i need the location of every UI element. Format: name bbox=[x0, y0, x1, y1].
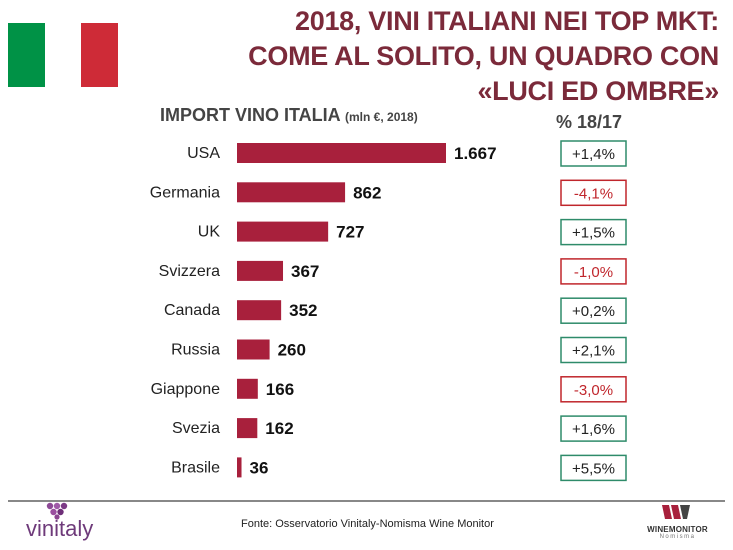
change-badge bbox=[560, 297, 627, 324]
bar bbox=[237, 143, 446, 163]
change-badge bbox=[560, 376, 627, 403]
value-label: 260 bbox=[278, 341, 306, 360]
chart-subtitle: (mln €, 2018) bbox=[345, 110, 418, 124]
bar bbox=[237, 300, 282, 321]
category-label: Canada bbox=[164, 302, 220, 319]
value-label: 367 bbox=[291, 262, 319, 281]
value-label: 36 bbox=[250, 458, 269, 477]
winemonitor-subtext: Nomisma bbox=[659, 534, 696, 540]
flag-white-stripe bbox=[44, 23, 82, 87]
title-line-3: «LUCI ED OMBRE» bbox=[477, 76, 719, 106]
flag-red-stripe bbox=[81, 23, 119, 87]
category-label: Brasile bbox=[171, 459, 220, 476]
value-label: 727 bbox=[336, 223, 364, 242]
change-badge bbox=[560, 218, 627, 246]
category-label: Germania bbox=[150, 184, 220, 201]
value-label: 162 bbox=[265, 419, 293, 438]
change-badge bbox=[560, 336, 627, 364]
value-label: 352 bbox=[289, 301, 317, 320]
category-label: Svizzera bbox=[159, 263, 220, 280]
value-label: 862 bbox=[353, 183, 381, 202]
value-label: 166 bbox=[266, 380, 294, 399]
change-badge bbox=[560, 179, 627, 207]
bar bbox=[237, 457, 242, 478]
change-value: +1,6% bbox=[572, 421, 615, 438]
bar bbox=[237, 418, 258, 439]
category-label: Russia bbox=[171, 342, 220, 359]
vinitaly-logo: vinitaly bbox=[24, 500, 124, 546]
change-value: -4,1% bbox=[574, 185, 613, 202]
title-line-1: 2018, VINI ITALIANI NEI TOP MKT: bbox=[295, 6, 719, 36]
category-label: UK bbox=[198, 224, 221, 241]
change-value: +0,2% bbox=[572, 303, 615, 320]
bar-chart: USA 1.667 +1,4% Germania 862 -4,1% UK 727 +1,5% S… bbox=[150, 140, 627, 482]
change-badge bbox=[560, 415, 627, 442]
grape-icon bbox=[46, 502, 68, 520]
value-label: 1.667 bbox=[454, 144, 497, 163]
chart-title: IMPORT VINO ITALIA (mln €, 2018) bbox=[160, 105, 540, 126]
bar bbox=[237, 221, 329, 242]
winemonitor-wordmark: WINEMONITOR bbox=[647, 525, 708, 534]
italian-flag bbox=[8, 23, 119, 87]
flag-green-stripe bbox=[8, 23, 45, 87]
category-label: Giappone bbox=[151, 381, 220, 398]
change-badge bbox=[560, 258, 627, 285]
category-label: Svezia bbox=[172, 420, 220, 437]
vinitaly-wordmark: vinitaly bbox=[26, 516, 94, 541]
change-badge bbox=[560, 454, 627, 482]
category-label: USA bbox=[187, 145, 220, 162]
bar bbox=[237, 260, 284, 281]
bar bbox=[237, 378, 258, 399]
change-value: -1,0% bbox=[574, 264, 613, 281]
chart-title-main: IMPORT VINO ITALIA bbox=[160, 105, 340, 125]
change-value: +2,1% bbox=[572, 343, 615, 360]
change-value: +1,5% bbox=[572, 225, 615, 242]
change-value: -3,0% bbox=[574, 382, 613, 399]
change-column-header: % 18/17 bbox=[556, 112, 623, 132]
change-value: +5,5% bbox=[572, 460, 615, 477]
page-title: 2018, VINI ITALIANI NEI TOP MKT: COME AL… bbox=[159, 4, 719, 109]
bar bbox=[237, 182, 346, 203]
source-note: Fonte: Osservatorio Vinitaly-Nomisma Win… bbox=[241, 518, 494, 530]
bar bbox=[237, 339, 270, 360]
change-value: +1,4% bbox=[572, 146, 615, 163]
winemonitor-logo: WINEMONITOR Nomisma bbox=[630, 503, 725, 545]
winemonitor-mark-icon bbox=[662, 505, 690, 519]
change-badge bbox=[560, 140, 627, 167]
title-line-2: COME AL SOLITO, UN QUADRO CON bbox=[248, 41, 719, 71]
footer-divider bbox=[8, 500, 725, 502]
